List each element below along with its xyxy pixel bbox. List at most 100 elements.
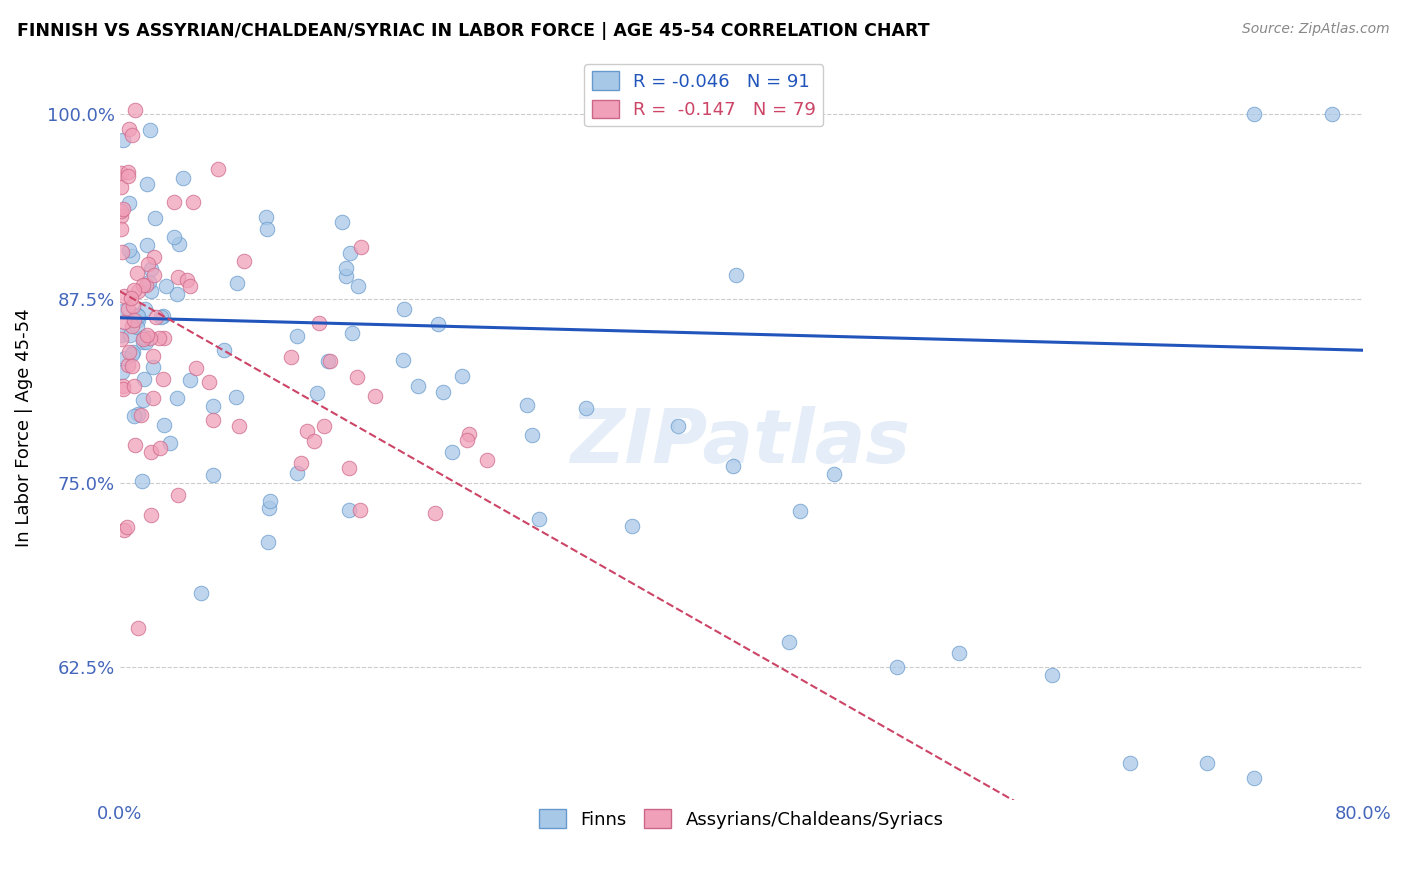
Point <box>316 354 339 368</box>
Point <box>141 262 163 277</box>
Point <box>118 122 141 136</box>
Point <box>621 519 644 533</box>
Point <box>142 391 165 405</box>
Point <box>112 202 135 216</box>
Point <box>330 215 353 229</box>
Point <box>150 310 173 324</box>
Point <box>121 347 143 361</box>
Point <box>529 512 551 526</box>
Point <box>308 316 330 330</box>
Point <box>179 373 201 387</box>
Point <box>121 299 143 313</box>
Point <box>186 360 208 375</box>
Point <box>124 313 146 327</box>
Point <box>152 372 174 386</box>
Point <box>575 401 598 416</box>
Point <box>122 283 145 297</box>
Point <box>304 434 326 448</box>
Point <box>350 240 373 254</box>
Point <box>477 452 499 467</box>
Point <box>166 487 188 501</box>
Point <box>110 166 132 180</box>
Point <box>111 245 134 260</box>
Point <box>127 407 149 421</box>
Point <box>142 359 165 374</box>
Point <box>142 250 165 264</box>
Point <box>166 391 188 405</box>
Point <box>131 409 153 423</box>
Point <box>346 369 368 384</box>
Point <box>110 204 132 219</box>
Point <box>111 133 134 147</box>
Point <box>111 365 134 379</box>
Point <box>166 286 188 301</box>
Point <box>110 328 132 343</box>
Point <box>145 310 167 324</box>
Point <box>132 392 155 407</box>
Point <box>176 273 198 287</box>
Point <box>451 369 474 384</box>
Point <box>112 289 135 303</box>
Point <box>789 503 811 517</box>
Point <box>153 418 176 433</box>
Point <box>721 458 744 473</box>
Point <box>125 308 148 322</box>
Point <box>127 621 149 635</box>
Point <box>423 507 446 521</box>
Point <box>118 344 141 359</box>
Point <box>121 359 143 373</box>
Point <box>197 375 219 389</box>
Point <box>201 468 224 483</box>
Point <box>122 379 145 393</box>
Point <box>127 313 149 327</box>
Point <box>1320 107 1343 121</box>
Point <box>778 635 800 649</box>
Point <box>132 335 155 350</box>
Point <box>162 195 184 210</box>
Point <box>131 475 153 489</box>
Point <box>142 349 165 363</box>
Point <box>232 254 254 268</box>
Point <box>110 332 132 346</box>
Point <box>207 161 229 176</box>
Point <box>145 211 167 225</box>
Point <box>115 520 138 534</box>
Text: FINNISH VS ASSYRIAN/CHALDEAN/SYRIAC IN LABOR FORCE | AGE 45-54 CORRELATION CHART: FINNISH VS ASSYRIAN/CHALDEAN/SYRIAC IN L… <box>17 22 929 40</box>
Point <box>142 268 165 283</box>
Point <box>668 419 690 434</box>
Point <box>297 425 319 439</box>
Point <box>135 327 157 342</box>
Point <box>257 535 280 549</box>
Point <box>1197 756 1219 771</box>
Point <box>392 352 415 367</box>
Point <box>121 249 143 263</box>
Point <box>319 354 342 368</box>
Point <box>202 399 225 413</box>
Point <box>347 279 370 293</box>
Point <box>257 500 280 515</box>
Point <box>148 331 170 345</box>
Point <box>121 319 143 334</box>
Point <box>212 343 235 357</box>
Point <box>139 123 162 137</box>
Point <box>124 438 146 452</box>
Point <box>287 329 309 343</box>
Point <box>117 169 139 184</box>
Point <box>280 350 302 364</box>
Point <box>172 171 194 186</box>
Point <box>132 329 155 343</box>
Point <box>337 461 360 475</box>
Point <box>202 413 225 427</box>
Point <box>256 222 278 236</box>
Point <box>139 285 162 299</box>
Point <box>114 351 136 366</box>
Point <box>127 310 149 324</box>
Point <box>432 384 454 399</box>
Point <box>127 320 149 334</box>
Point <box>456 434 478 448</box>
Point <box>112 378 135 392</box>
Point <box>134 302 156 317</box>
Point <box>225 390 247 404</box>
Point <box>1243 771 1265 785</box>
Point <box>285 466 308 480</box>
